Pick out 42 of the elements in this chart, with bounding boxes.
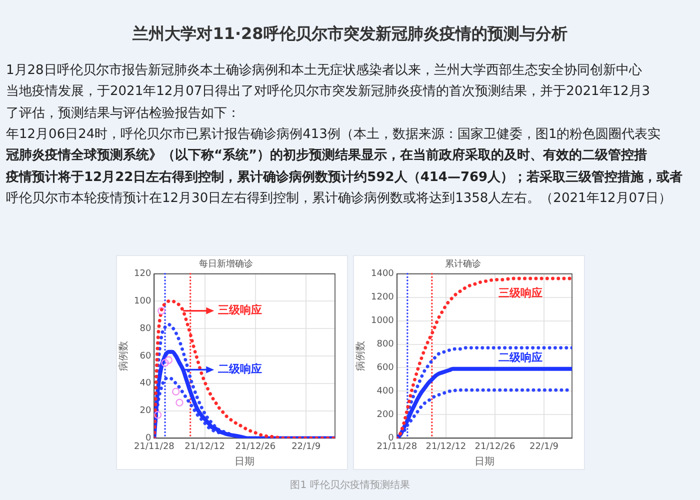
x-tick-label: 21/12/12: [184, 442, 225, 452]
text: 兰州大学对11·28呼伦贝尔市突发新冠肺炎疫情的预测与分析: [132, 24, 568, 44]
text: 了评估，预测结果与评估检验报告如下：: [6, 104, 240, 123]
caption: 图1 呼伦贝尔疫情预测结果: [289, 479, 411, 493]
x-tick-label: 21/12/26: [234, 442, 276, 452]
series-label: 三级响应: [498, 286, 542, 300]
legend-label: 二级响应: [218, 362, 262, 376]
y-tick-label: 80: [139, 324, 151, 334]
x-tick-label: 21/11/28: [133, 442, 174, 452]
y-tick-label: 1000: [370, 316, 394, 326]
text: 1月28日呼伦贝尔市报告新冠肺炎本土确诊病例和本土无症状感染者以来，兰州大学西部生态安全协同创新中心: [6, 62, 642, 80]
y-tick-label: 100: [133, 296, 151, 307]
text: 呼伦贝尔市本轮疫情预计在12月30日左右得到控制，累计确诊病例数或将达到1358人左右。（2021年12月07日）: [6, 190, 672, 208]
y-tick-label: 0: [144, 434, 151, 444]
y-tick-label: 1200: [370, 292, 394, 303]
y-tick-label: 200: [376, 410, 394, 420]
y-tick-label: 400: [376, 386, 394, 397]
y-tick-label: 120: [133, 269, 151, 280]
y-tick-label: 800: [376, 340, 394, 350]
y-tick-label: 600: [376, 363, 394, 374]
x-tick-label: 22/1/9: [291, 442, 320, 452]
text: 冠肺炎疫情全球预测系统》（以下称“系统”）的初步预测结果显示，在当前政府采取的及时、有效的二级管控措: [6, 146, 648, 166]
legend-label: 三级响应: [218, 304, 262, 317]
chart-title: 累计确诊: [444, 258, 480, 270]
x-tick-label: 21/12/26: [474, 442, 515, 452]
y-tick-label: 60: [139, 351, 151, 362]
chart-title: 每日新增确诊: [198, 258, 252, 270]
text: 年12月06日24时，呼伦贝尔市已累计报告确诊病例413例（本土，数据来源：国家卫健委，图1的粉色圆圈代表实: [6, 126, 661, 144]
x-tick-label: 21/11/28: [376, 442, 417, 452]
y-tick-label: 40: [139, 378, 151, 389]
series-label: 二级响应: [498, 350, 542, 364]
x-tick-label: 21/12/12: [425, 442, 466, 452]
x-tick-label: 22/1/9: [529, 442, 558, 452]
x-axis-title: 日期: [234, 456, 254, 468]
y-axis-title: 病例数: [117, 341, 130, 371]
y-tick-label: 1400: [370, 269, 394, 280]
text: 疫情预计将于12月22日左右得到控制，累计确诊病例数预计约592人（414—769人）；若采取三级管控措施，或者: [6, 168, 683, 186]
y-tick-label: 0: [388, 434, 394, 444]
y-axis-title: 病例数: [354, 341, 366, 371]
text: 当地疫情发展，于2021年12月07日得出了对呼伦贝尔市突发新冠肺炎疫情的首次预测结果，并于2021年12月3: [6, 83, 650, 102]
x-axis-title: 日期: [474, 456, 494, 468]
y-tick-label: 20: [139, 406, 151, 416]
